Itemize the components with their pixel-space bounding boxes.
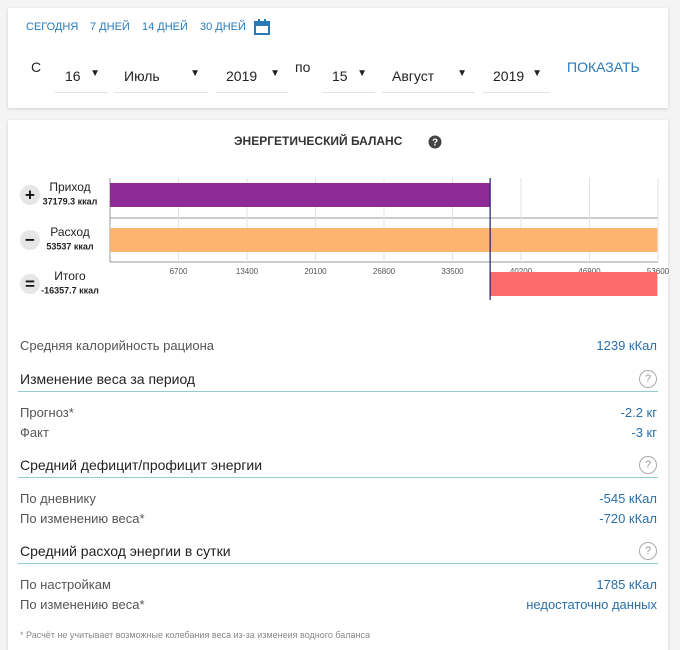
x-tick-label: 33500 xyxy=(441,267,464,276)
stat-value: -720 кКал xyxy=(599,511,657,526)
x-tick-label: 26800 xyxy=(373,267,396,276)
section-title: Средний дефицит/профицит энергии xyxy=(20,457,263,473)
bar xyxy=(110,228,658,252)
stat-label: Факт xyxy=(20,425,49,440)
help-icon[interactable]: ? xyxy=(639,456,657,474)
period-button[interactable]: 30 ДНЕЙ xyxy=(200,21,246,33)
stat-label: По изменению веса* xyxy=(20,511,145,526)
section-title: Изменение веса за период xyxy=(20,371,196,387)
help-icon[interactable]: ? xyxy=(639,370,657,388)
sign-icon xyxy=(20,274,40,294)
select[interactable]: 16 ▼ xyxy=(55,60,108,93)
period-button[interactable]: 14 ДНЕЙ xyxy=(142,21,188,33)
sign: − xyxy=(25,230,35,249)
select-value: 16 xyxy=(65,68,81,84)
stat-value: -545 кКал xyxy=(599,491,657,506)
x-tick-label: 46900 xyxy=(578,267,601,276)
category-label: Расход xyxy=(50,225,90,239)
bar xyxy=(110,183,491,207)
section-divider xyxy=(18,477,658,478)
show-button[interactable]: ПОКАЗАТЬ xyxy=(567,59,640,75)
select-arrow: ▼ xyxy=(270,68,280,79)
value-label: 37179.3 ккал xyxy=(43,196,98,206)
select-arrow: ▼ xyxy=(457,68,467,79)
balance-chart: 6700 13400 20100 26800 33500 40200 46900 53600 +… xyxy=(20,178,670,300)
sign: = xyxy=(25,274,35,293)
to-label: по xyxy=(295,59,311,75)
select[interactable]: 2019 ▼ xyxy=(483,60,550,93)
x-tick-label: 6700 xyxy=(170,267,188,276)
select-value: 15 xyxy=(332,68,348,84)
select[interactable]: Июль ▼ xyxy=(114,60,208,93)
period-button[interactable]: СЕГОДНЯ xyxy=(26,21,79,33)
period-button[interactable]: 7 ДНЕЙ xyxy=(90,21,130,33)
section-divider xyxy=(18,563,658,564)
value-label: -16357.7 ккал xyxy=(41,285,99,295)
balance-title: ЭНЕРГЕТИЧЕСКИЙ БАЛАНС xyxy=(234,134,403,148)
filter-card: С по ПОКАЗАТЬ СЕГОДНЯ 7 ДНЕЙ 14 ДНЕЙ 30 ДНЕ… xyxy=(8,8,668,108)
bar xyxy=(490,272,658,296)
select-arrow: ▼ xyxy=(532,68,542,79)
select-value: Июль xyxy=(124,68,160,84)
section-title: Средний расход энергии в сутки xyxy=(20,543,231,559)
sign: + xyxy=(25,185,35,204)
x-tick-label: 13400 xyxy=(236,267,259,276)
section-divider xyxy=(18,391,658,392)
balance-card: ЭНЕРГЕТИЧЕСКИЙ БАЛАНС ? xyxy=(8,120,668,650)
footnote: * Расчёт не учитывает возможные колебани… xyxy=(20,630,371,640)
stat-value: недостаточно данных xyxy=(526,597,657,612)
help-icon[interactable]: ? xyxy=(428,135,442,149)
select-value: 2019 xyxy=(493,68,525,84)
stat-value: -3 кг xyxy=(631,425,657,440)
x-tick-label: 53600 xyxy=(647,267,670,276)
select-arrow: ▼ xyxy=(90,68,100,79)
x-tick-label: 40200 xyxy=(510,267,533,276)
x-tick-label: 20100 xyxy=(304,267,327,276)
select[interactable]: 2019 ▼ xyxy=(216,60,288,93)
select-arrow: ▼ xyxy=(190,68,200,79)
select-value: Август xyxy=(392,68,435,84)
sign-icon xyxy=(20,230,40,250)
select-value: 2019 xyxy=(226,68,258,84)
value-label: 53537 ккал xyxy=(46,241,94,251)
select[interactable]: 15 ▼ xyxy=(322,60,375,93)
select[interactable]: Август ▼ xyxy=(382,60,475,93)
stat-label: По дневнику xyxy=(20,491,96,506)
select-arrow: ▼ xyxy=(357,68,367,79)
stat-value: 1785 кКал xyxy=(596,577,657,592)
calendar-icon[interactable] xyxy=(254,19,270,35)
stat-label: По настройкам xyxy=(20,577,111,592)
category-label: Итого xyxy=(54,269,86,283)
stat-value: -2.2 кг xyxy=(620,405,657,420)
from-label: С xyxy=(31,59,42,75)
category-label: Приход xyxy=(49,180,90,194)
help-icon[interactable]: ? xyxy=(639,542,657,560)
stat-label: Средняя калорийность рациона xyxy=(20,338,214,353)
stat-label: Прогноз* xyxy=(20,405,74,420)
stat-value: 1239 кКал xyxy=(596,338,657,353)
svg-text:?: ? xyxy=(432,138,438,149)
stat-label: По изменению веса* xyxy=(20,597,145,612)
sign-icon xyxy=(20,185,40,205)
